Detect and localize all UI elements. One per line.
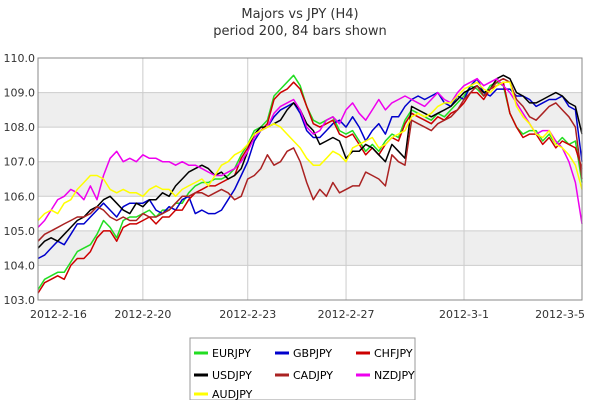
legend-label: USDJPY [212,369,252,382]
legend-box [189,337,416,400]
plot-frame [37,57,583,301]
x-tick-label: 2012-2-23 [219,308,276,321]
x-tick-label: 2012-2-20 [114,308,171,321]
plot-band [38,92,582,128]
y-axis: 103.0 104.0 105.0 106.0 107.0 108.0 109.0 110.0 [4,52,36,307]
y-tick-label: 109.0 [4,87,36,100]
plot-background-bands [38,58,582,300]
series-lines [37,74,583,294]
x-axis: 2012-2-16 2012-2-20 2012-2-23 2012-2-27 2012… [30,308,585,321]
series-line-nzdjpy [37,77,583,228]
legend-label: CADJPY [293,369,333,382]
x-tick-label: 2012-2-27 [318,308,375,321]
x-tick-label: 2012-2-16 [30,308,87,321]
y-tick-label: 103.0 [4,294,36,307]
legend-label: CHFJPY [374,347,413,360]
y-tick-label: 108.0 [4,121,36,134]
series-line-audjpy [37,81,583,222]
x-tick-label: 2012-3-5 [535,308,585,321]
series-line-cadjpy [37,77,583,242]
legend-label: GBPJPY [293,347,332,360]
y-tick-label: 105.0 [4,225,36,238]
x-tick-label: 2012-3-1 [439,308,489,321]
chart-subtitle: period 200, 84 bars shown [213,24,387,39]
y-tick-label: 107.0 [4,156,36,169]
legend-label: AUDJPY [212,388,253,400]
chart-title: Majors vs JPY (H4) [241,7,358,22]
series-line-gbpjpy [37,77,583,260]
legend: EURJPY GBPJPY CHFJPY USDJPY CADJPY NZDJPY AUDJ… [189,337,416,400]
legend-label: EURJPY [212,347,251,360]
y-tick-label: 110.0 [4,52,36,65]
legend-label: NZDJPY [374,369,415,382]
y-tick-label: 104.0 [4,259,36,272]
y-tick-label: 106.0 [4,190,36,203]
plot-band [38,230,582,266]
